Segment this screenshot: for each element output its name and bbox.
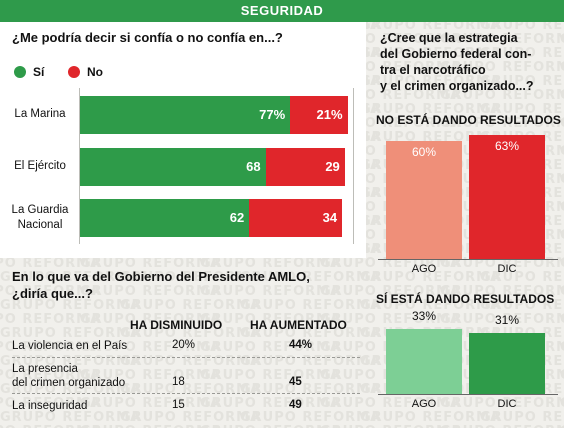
watermark-text: GRUPO REFORMA [0, 424, 101, 428]
no-results-title: NO ESTÁ DANDO RESULTADOS [376, 113, 561, 127]
bar-value: 21% [316, 107, 343, 122]
value-violencia-disminuido: 20% [172, 339, 196, 351]
watermark-text: GRUPO REFORMA [560, 368, 564, 383]
legend-no-dot [68, 66, 80, 78]
value-violencia-aumentado: 44% [289, 339, 313, 351]
value-inseguridad-aumentado: 49 [289, 399, 302, 411]
row-label: La Marina [14, 108, 66, 120]
watermark-text: GRUPO REFORMA [560, 284, 564, 299]
watermark-text: GRUPO REFORMA [120, 382, 262, 397]
watermark-text: GRUPO REFORMA [560, 228, 564, 243]
legend-si-dot [14, 66, 26, 78]
bar-value: 29 [325, 159, 340, 174]
watermark-text: GRUPO REFORMA [440, 424, 564, 428]
bar-no [265, 148, 345, 186]
watermark-text: GRUPO REFORMA [320, 424, 461, 428]
bar-value: 34 [322, 210, 338, 225]
column-value: 60% [411, 144, 437, 159]
row-label-inseguridad: La inseguridad [12, 400, 88, 412]
axis-category-label: AGO [411, 263, 437, 275]
axis-category-label: DIC [497, 398, 517, 410]
row-label-presencia: La presencia del crimen organizado [12, 363, 126, 389]
column-bar [469, 332, 545, 394]
table-divider [12, 393, 360, 394]
watermark-text: GRUPO REFORMA [560, 340, 564, 355]
watermark-text: GRUPO REFORMA [200, 340, 342, 355]
col-header-disminuido: HA DISMINUIDO [130, 318, 223, 332]
trust-question: ¿Me podría decir si confía o no confía e… [12, 30, 283, 45]
watermark-text: GRUPO REFORMA [80, 424, 221, 428]
watermark-text: GRUPO REFORMA [200, 368, 342, 383]
column-value: 63% [494, 139, 520, 153]
column-bar [386, 329, 462, 394]
bar-si [80, 148, 266, 186]
watermark-text: GRUPO REFORMA [560, 312, 564, 327]
si-results-title: SÍ ESTÁ DANDO RESULTADOS [376, 292, 555, 306]
column-value: 33% [411, 309, 437, 324]
legend-si-label: Sí [33, 65, 45, 79]
bar-value: 77% [259, 107, 286, 122]
bar-value: 68 [246, 159, 261, 174]
column-value: 31% [494, 312, 520, 327]
watermark-text: GRUPO REFORMA [240, 410, 382, 425]
bar-no [249, 199, 343, 237]
row-label: El Ejército [14, 160, 66, 172]
watermark-text: GRUPO REFORMA [560, 32, 564, 47]
axis-category-label: DIC [497, 263, 517, 275]
watermark-text: GRUPO REFORMA [360, 410, 502, 425]
value-presencia-aumentado: 45 [289, 376, 302, 388]
no-chart-axis [378, 259, 558, 260]
value-inseguridad-disminuido: 15 [172, 399, 185, 411]
axis-category-label: AGO [411, 398, 437, 410]
watermark-text: GRUPO REFORMA [560, 424, 564, 428]
bar-si [80, 96, 291, 134]
header-title: SEGURIDAD [240, 3, 324, 18]
col-header-aumentado: HA AUMENTADO [250, 318, 347, 332]
column-bar [469, 135, 545, 259]
watermark-text: GRUPO REFORMA [200, 424, 341, 428]
header-bar [0, 0, 564, 22]
column-bar [386, 140, 462, 259]
gov-question-line2: ¿diría que...? [12, 286, 93, 301]
legend-no-label: No [87, 65, 103, 79]
watermark-text: GRUPO REFORMA [480, 410, 564, 425]
watermark-text: GRUPO REFORMA [560, 256, 564, 271]
watermark-text: GRUPO REFORMA [120, 410, 262, 425]
strategy-question: ¿Cree que la estrategia del Gobierno fed… [380, 31, 534, 93]
watermark-text: GRUPO REFORMA [200, 396, 342, 411]
chart-right-axis [353, 88, 354, 244]
watermark-text: GRUPO REFORMA [560, 200, 564, 215]
watermark-text: GRUPO REFORMA [560, 144, 564, 159]
watermark-text: GRUPO REFORMA [560, 60, 564, 75]
gov-question-line1: En lo que va del Gobierno del Presidente… [12, 269, 310, 284]
table-divider [12, 357, 360, 358]
watermark-text: GRUPO REFORMA [560, 396, 564, 411]
watermark-text: GRUPO REFORMA [240, 382, 382, 397]
bar-si [80, 199, 250, 237]
watermark-text: GRUPO REFORMA [80, 396, 222, 411]
row-label: La Guardia Nacional [11, 204, 69, 231]
bar-no [290, 96, 348, 134]
bar-value: 62 [229, 210, 245, 225]
watermark-text: GRUPO REFORMA [560, 172, 564, 187]
value-presencia-disminuido: 18 [172, 376, 185, 388]
watermark-text: GRUPO REFORMA [0, 312, 102, 327]
chart-left-axis [79, 88, 80, 244]
watermark-text: GRUPO REFORMA [560, 88, 564, 103]
row-label-violencia: La violencia en el País [12, 340, 128, 352]
si-chart-axis [378, 394, 558, 395]
